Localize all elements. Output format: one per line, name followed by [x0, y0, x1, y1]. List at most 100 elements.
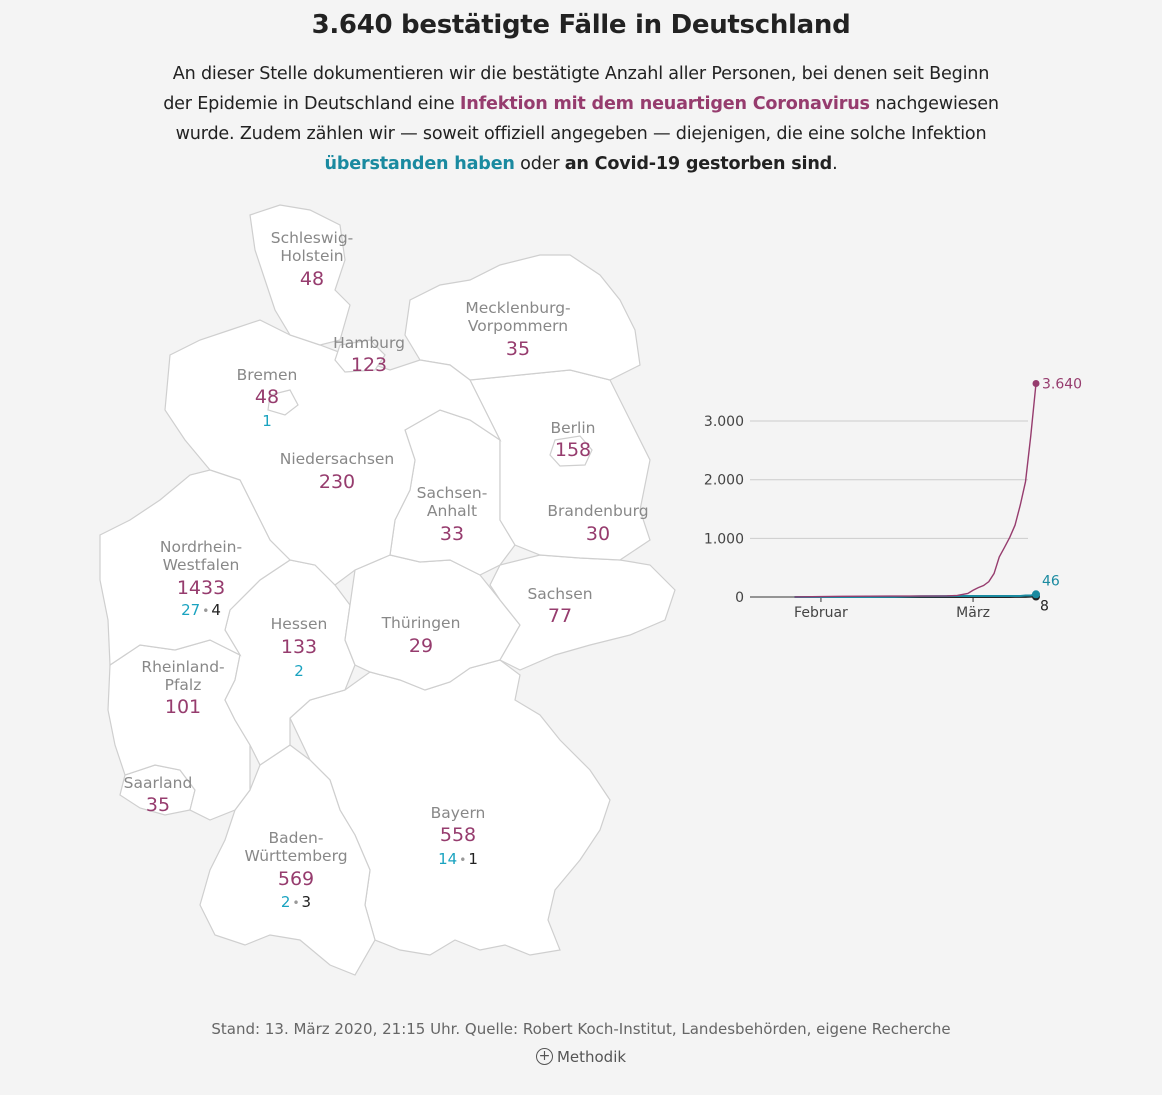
germany-map: Schleswig- Holstein 48 Hamburg 123 Meckl…	[99, 204, 676, 976]
state-name: Sachsen-	[417, 484, 488, 502]
y-tick-label: 3.000	[704, 414, 744, 430]
intro-text-part: nachgewiesen wurde. Zudem zählen wir — s…	[175, 94, 999, 144]
recovered-count: 2	[281, 893, 291, 911]
recovered-end-label: 46	[1042, 573, 1060, 589]
case-count: 77	[548, 605, 572, 627]
label-bayern: Bayern 558 14 • 1	[431, 804, 486, 868]
state-name: Rheinland-	[141, 658, 224, 676]
y-tick-label: 2.000	[704, 473, 744, 489]
state-name: Sachsen	[527, 585, 592, 603]
case-count: 1433	[177, 577, 225, 599]
recovered-count: 27	[181, 601, 200, 619]
recovered-end-point	[1032, 590, 1040, 599]
state-name: Berlin	[551, 419, 596, 437]
case-count: 33	[440, 523, 464, 545]
state-name: Niedersachsen	[280, 450, 395, 468]
intro-text-part: oder	[514, 154, 565, 174]
methodik-button[interactable]: + Methodik	[535, 1047, 627, 1066]
state-name: Pfalz	[165, 676, 202, 694]
infected-series-line	[794, 383, 1037, 598]
case-count: 35	[506, 338, 530, 360]
case-count: 230	[319, 471, 355, 493]
plus-circle-icon: +	[535, 1048, 553, 1065]
state-name: Nordrhein-	[160, 538, 242, 556]
methodik-label: Methodik	[556, 1047, 627, 1066]
recovered-count: 2	[294, 662, 304, 680]
case-count: 558	[440, 824, 476, 846]
state-shape-schleswig-holstein[interactable]	[249, 204, 351, 346]
x-tick-label: Februar	[794, 605, 848, 621]
state-name: Mecklenburg-	[465, 299, 570, 317]
recovered-highlight: überstanden haben	[324, 154, 515, 174]
source-note: Stand: 13. März 2020, 21:15 Uhr. Quelle:…	[211, 1020, 951, 1038]
label-baden-wuerttemberg: Baden- Württemberg 569 2 • 3	[244, 829, 347, 911]
state-name: Bremen	[237, 366, 298, 384]
state-name: Hessen	[271, 615, 328, 633]
dead-end-label: 8	[1040, 599, 1049, 615]
separator-dot: •	[292, 896, 299, 910]
intro-text-part: An dieser Stelle dokumentieren wir die b…	[163, 64, 990, 114]
infected-end-label: 3.640	[1042, 377, 1082, 393]
separator-dot: •	[202, 604, 209, 618]
state-shape-berlin[interactable]	[549, 435, 593, 467]
cases-line-chart: 0 1.000 2.000 3.000 Februar März 8 46 3.640	[704, 377, 1082, 621]
x-tick-label: März	[956, 605, 990, 621]
recovered-dead-line: 27 • 4	[181, 601, 221, 619]
recovered-series-line	[794, 593, 1037, 598]
page-title: 3.640 bestätigte Fälle in Deutschland	[311, 10, 851, 40]
label-sachsen-anhalt: Sachsen- Anhalt 33	[417, 484, 488, 545]
intro-text: An dieser Stelle dokumentieren wir die b…	[160, 59, 1002, 179]
label-rheinland-pfalz: Rheinland- Pfalz 101	[141, 658, 224, 718]
case-count: 158	[555, 439, 591, 461]
label-berlin: Berlin 158	[551, 419, 596, 461]
case-count: 101	[165, 696, 201, 718]
infected-end-point	[1032, 380, 1040, 388]
dead-count: 4	[211, 601, 221, 619]
label-nordrhein-westfalen: Nordrhein- Westfalen 1433 27 • 4	[160, 538, 242, 619]
state-name: Thüringen	[381, 614, 461, 632]
dead-count: 1	[468, 850, 478, 868]
case-count: 48	[300, 268, 324, 290]
case-count: 569	[278, 868, 314, 890]
dead-highlight: an Covid-19 gestorben sind	[564, 154, 833, 174]
intro-text-part: .	[832, 154, 838, 174]
state-shape-hamburg[interactable]	[334, 339, 386, 373]
state-shape-baden-wuerttemberg[interactable]	[199, 744, 376, 976]
case-count: 48	[255, 386, 279, 408]
label-brandenburg: Brandenburg 30	[547, 502, 648, 545]
recovered-count: 1	[262, 412, 272, 430]
label-saarland: Saarland 35	[124, 774, 193, 816]
case-count: 29	[409, 635, 433, 657]
label-hessen: Hessen 133 2	[271, 615, 328, 680]
state-shape-sachsen[interactable]	[489, 554, 676, 671]
state-shape-nordrhein-westfalen[interactable]	[99, 469, 291, 667]
case-count: 133	[281, 636, 317, 658]
method-row: + Methodik	[0, 1046, 1162, 1066]
dead-count: 3	[302, 893, 312, 911]
case-count: 35	[146, 794, 170, 816]
state-name: Holstein	[280, 247, 343, 265]
case-count: 30	[586, 523, 610, 545]
state-name: Baden-	[269, 829, 324, 847]
state-shape-bremen[interactable]	[267, 389, 299, 416]
y-tick-label: 1.000	[704, 531, 744, 547]
recovered-count: 14	[438, 850, 457, 868]
label-hamburg: Hamburg 123	[333, 334, 405, 376]
label-niedersachsen: Niedersachsen 230	[280, 450, 395, 493]
label-sachsen: Sachsen 77	[527, 585, 592, 627]
label-thueringen: Thüringen 29	[381, 614, 461, 657]
state-name: Bayern	[431, 804, 486, 822]
separator-dot: •	[459, 853, 466, 867]
recovered-dead-line: 2 • 3	[281, 893, 311, 911]
state-name: Vorpommern	[468, 317, 568, 335]
state-name: Westfalen	[163, 556, 240, 574]
state-name: Brandenburg	[547, 502, 648, 520]
label-bremen: Bremen 48 1	[237, 366, 298, 430]
label-schleswig-holstein: Schleswig- Holstein 48	[271, 229, 354, 290]
infected-highlight: Infektion mit dem neuartigen Coronavirus	[459, 94, 870, 114]
y-tick-label: 0	[735, 590, 744, 606]
state-name: Hamburg	[333, 334, 405, 352]
state-name: Saarland	[124, 774, 193, 792]
state-name: Württemberg	[244, 847, 347, 865]
state-name: Schleswig-	[271, 229, 354, 247]
